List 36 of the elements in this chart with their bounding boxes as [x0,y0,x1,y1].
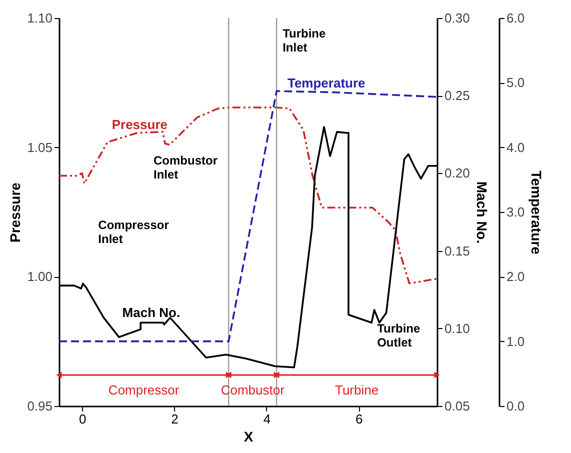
y3-tick-label: 0.0 [506,398,525,414]
x-tick-label: 6 [356,412,363,426]
y-tick-label: 1.05 [27,140,52,155]
annotation: Compressor Inlet [98,218,170,246]
y-tick-label: 1.00 [27,269,52,284]
series-label: Pressure [112,117,168,132]
y3-tick-label: 1.0 [506,334,525,349]
x-axis-title: X [244,428,254,444]
series-label: Mach No. [122,304,180,320]
line-series [58,106,438,284]
annotation: Combustor Inlet [154,153,218,182]
annotation: Compressor [108,382,180,398]
x-tick-label: 2 [171,412,178,426]
y3-tick-label: 2.0 [506,269,525,284]
y3-tick-label: 6.0 [506,10,525,26]
annotation: Combustor [220,382,286,398]
y2-tick-label: 0.05 [444,398,470,414]
y3-tick-label: 5.0 [506,75,525,90]
y-tick-label: 0.95 [27,398,52,414]
annotation: Turbine Inlet [282,26,326,55]
y3-tick-label: 3.0 [506,204,525,220]
y2-tick-label: 0.20 [444,166,470,181]
y-axis-title: Pressure [7,182,24,242]
y-tick-label: 1.10 [27,10,52,26]
y2-axis-title: Mach No. [474,181,490,244]
y2-tick-label: 0.25 [444,88,470,104]
x-tick-label: 4 [263,412,271,426]
annotation: Turbine Outlet [377,321,421,350]
x-tick-label: 0 [78,412,86,426]
series-label: Temperature [287,75,366,90]
y3-tick-label: 4.0 [506,140,525,155]
annotation: Turbine [334,382,379,398]
y2-tick-label: 0.10 [444,320,470,336]
y2-tick-label: 0.15 [444,243,470,258]
y3-axis-title: Temperature [528,170,545,255]
y2-tick-label: 0.30 [444,10,470,26]
